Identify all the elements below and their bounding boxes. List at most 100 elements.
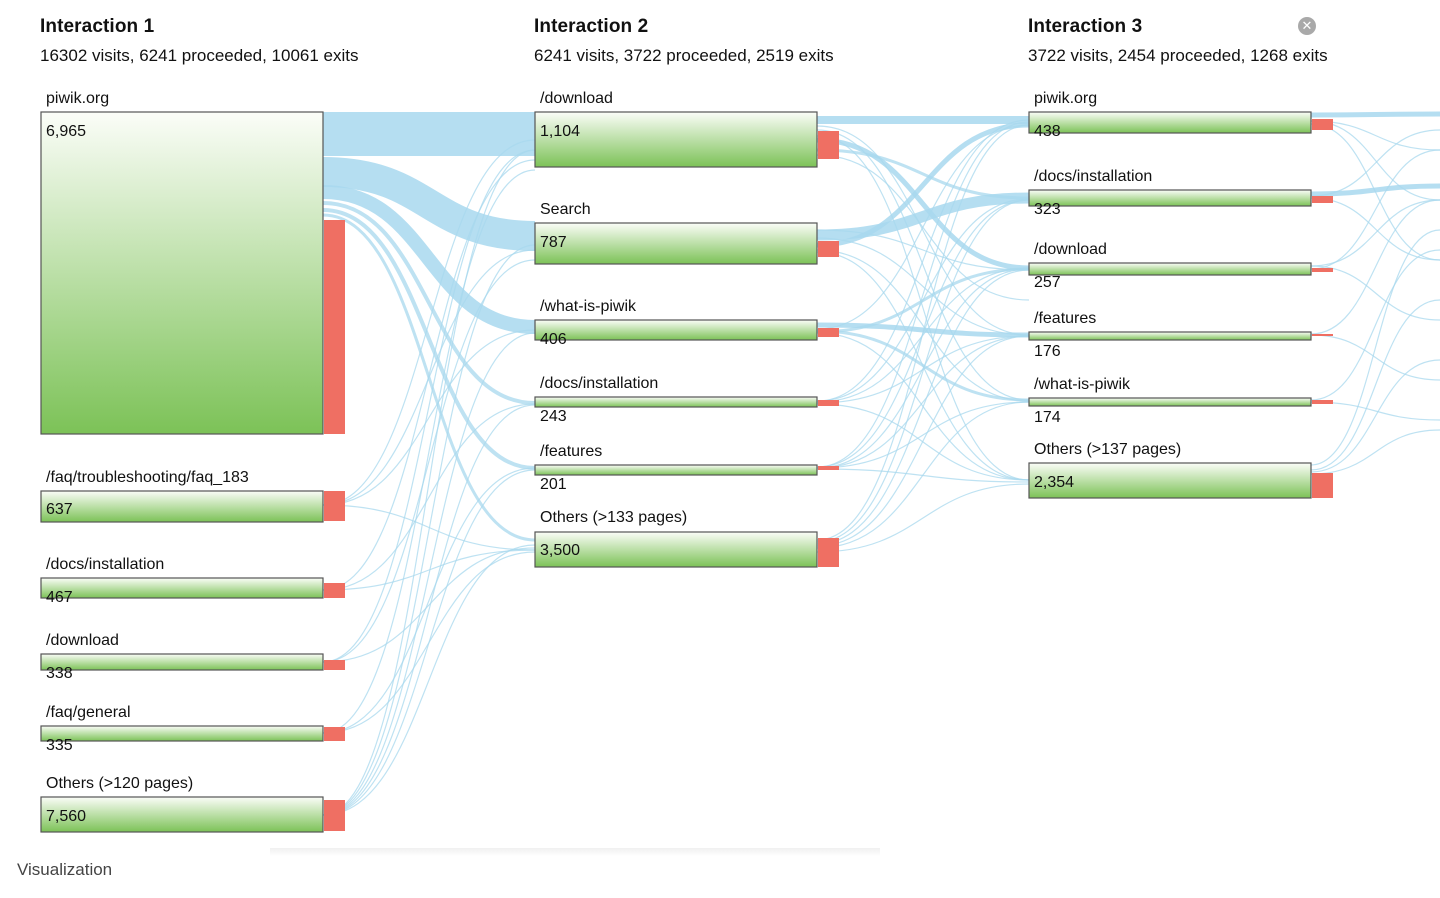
node-value: 243 bbox=[540, 408, 567, 425]
exit-bar[interactable] bbox=[324, 800, 345, 831]
flow-link bbox=[816, 229, 1030, 271]
column-summary: 16302 visits, 6241 proceeded, 10061 exit… bbox=[40, 46, 359, 65]
node-label: /what-is-piwik bbox=[540, 298, 637, 315]
node-label: /docs/installation bbox=[1034, 168, 1153, 185]
flow-link bbox=[1310, 199, 1440, 267]
node-box[interactable] bbox=[1028, 262, 1312, 276]
flow-link bbox=[1310, 299, 1440, 471]
column-header-2: Interaction 2 6241 visits, 3722 proceede… bbox=[534, 16, 834, 66]
flow-link bbox=[322, 208, 536, 470]
node-label: /download bbox=[46, 632, 119, 649]
node-box[interactable] bbox=[40, 577, 324, 599]
flow-link bbox=[1310, 249, 1440, 401]
exit-bar[interactable] bbox=[818, 400, 839, 406]
exit-bar[interactable] bbox=[818, 328, 839, 337]
flow-link bbox=[816, 483, 1030, 553]
flow-link bbox=[1310, 197, 1440, 261]
node-box[interactable] bbox=[534, 396, 818, 408]
node-box[interactable] bbox=[534, 319, 818, 341]
flow-link bbox=[322, 504, 536, 551]
node-box[interactable] bbox=[40, 796, 324, 833]
scroll-shadow bbox=[270, 848, 880, 856]
node-box[interactable] bbox=[534, 531, 818, 568]
exit-bar[interactable] bbox=[324, 727, 345, 741]
exit-bar[interactable] bbox=[818, 466, 839, 470]
flow-link bbox=[322, 404, 536, 816]
flow-link bbox=[816, 251, 1030, 481]
node-label: Others (>133 pages) bbox=[540, 509, 688, 526]
flow-nodes bbox=[40, 111, 1333, 833]
node-box[interactable] bbox=[534, 111, 818, 168]
flow-link bbox=[322, 149, 536, 663]
node-box[interactable] bbox=[40, 111, 324, 435]
flow-link bbox=[1310, 401, 1440, 421]
node-value: 257 bbox=[1034, 274, 1061, 291]
node-value: 637 bbox=[46, 501, 73, 518]
node-box[interactable] bbox=[534, 464, 818, 476]
flow-link bbox=[322, 467, 536, 734]
exit-bar[interactable] bbox=[1312, 268, 1333, 272]
column-title: Interaction 2 bbox=[534, 16, 649, 37]
node-box[interactable] bbox=[40, 725, 324, 742]
node-value: 174 bbox=[1034, 409, 1061, 426]
flow-link bbox=[816, 124, 1030, 330]
flow-link bbox=[816, 148, 1030, 200]
footer-caption: Visualization bbox=[17, 860, 113, 879]
exit-bar[interactable] bbox=[1312, 473, 1333, 498]
flow-link bbox=[322, 157, 536, 251]
exit-bar[interactable] bbox=[324, 491, 345, 521]
exit-bar[interactable] bbox=[1312, 119, 1333, 130]
exit-bar[interactable] bbox=[324, 583, 345, 598]
node-label: /docs/installation bbox=[46, 556, 165, 573]
flow-link bbox=[322, 329, 536, 506]
node-box[interactable] bbox=[1028, 189, 1312, 207]
node-box[interactable] bbox=[1028, 111, 1312, 134]
flow-link bbox=[322, 159, 536, 591]
flow-link bbox=[322, 403, 536, 591]
exit-bar[interactable] bbox=[1312, 334, 1333, 336]
node-value: 3,500 bbox=[540, 542, 581, 559]
flow-link bbox=[816, 198, 1030, 402]
flow-link bbox=[322, 149, 536, 816]
node-box[interactable] bbox=[1028, 331, 1312, 341]
node-box[interactable] bbox=[1028, 462, 1312, 499]
exit-bar[interactable] bbox=[818, 538, 839, 567]
node-label: /download bbox=[1034, 241, 1107, 258]
flow-link bbox=[322, 549, 536, 591]
exit-bar[interactable] bbox=[818, 131, 839, 159]
node-value: 406 bbox=[540, 331, 567, 348]
column-title: Interaction 1 bbox=[40, 16, 155, 37]
exit-bar[interactable] bbox=[324, 660, 345, 670]
node-label: piwik.org bbox=[1034, 90, 1098, 107]
node-label: /what-is-piwik bbox=[1034, 376, 1131, 393]
exit-bar[interactable] bbox=[818, 241, 839, 257]
flow-link bbox=[816, 124, 1030, 541]
flow-link bbox=[816, 192, 1030, 241]
flow-link bbox=[816, 268, 1030, 469]
node-value: 6,965 bbox=[46, 123, 87, 140]
flow-link bbox=[322, 332, 536, 816]
exit-bar[interactable] bbox=[324, 220, 345, 434]
node-box[interactable] bbox=[534, 222, 818, 265]
flow-link bbox=[1310, 111, 1440, 118]
flow-link bbox=[322, 547, 536, 663]
flow-link bbox=[816, 122, 1030, 248]
node-box[interactable] bbox=[40, 490, 324, 523]
exit-bar[interactable] bbox=[1312, 196, 1333, 203]
node-value: 335 bbox=[46, 737, 73, 754]
flow-link bbox=[816, 322, 1030, 338]
flow-link bbox=[816, 401, 1030, 469]
flow-link bbox=[816, 137, 1030, 271]
flow-link bbox=[1310, 265, 1440, 321]
node-box[interactable] bbox=[40, 653, 324, 671]
node-value: 7,560 bbox=[46, 808, 87, 825]
flow-link bbox=[816, 125, 1030, 336]
close-icon[interactable]: ✕ bbox=[1298, 17, 1316, 35]
flow-link bbox=[816, 269, 1030, 545]
exit-bar[interactable] bbox=[1312, 400, 1333, 404]
node-label: /faq/general bbox=[46, 704, 131, 721]
node-box[interactable] bbox=[1028, 397, 1312, 407]
flow-link bbox=[816, 121, 1030, 468]
column-summary: 3722 visits, 2454 proceeded, 1268 exits bbox=[1028, 46, 1328, 65]
flow-link bbox=[816, 249, 1030, 402]
